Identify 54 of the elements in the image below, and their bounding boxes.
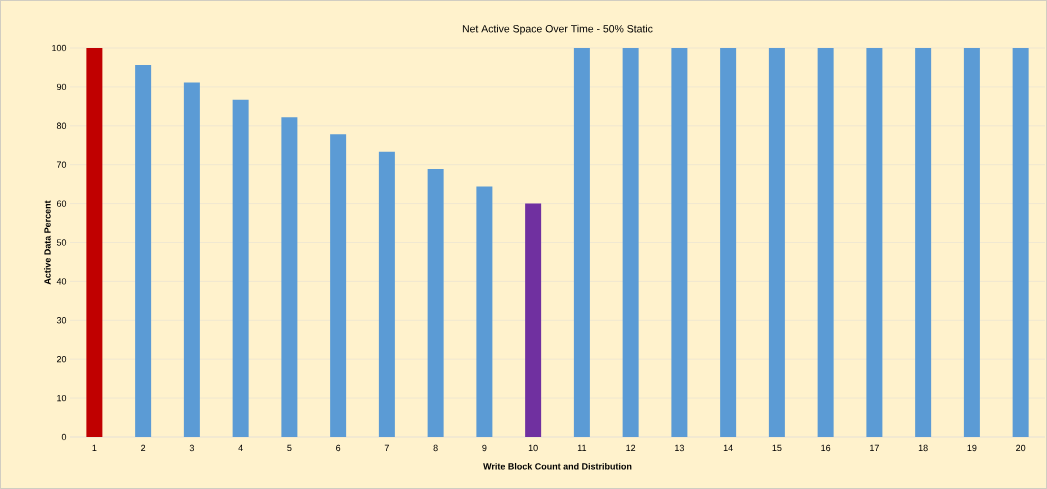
y-axis-title: Active Data Percent xyxy=(44,200,51,285)
y-tick-label: 0 xyxy=(61,433,67,441)
x-tick-label: 2 xyxy=(141,444,146,452)
x-tick-label: 9 xyxy=(482,444,487,452)
y-tick-label: 30 xyxy=(56,317,67,324)
x-axis-title: Write Block Count and Distribution xyxy=(483,462,632,470)
y-tick-label: 20 xyxy=(56,356,67,363)
x-tick-label: 5 xyxy=(287,444,292,452)
x-tick-label: 12 xyxy=(626,444,636,452)
y-tick-label: 100 xyxy=(52,44,67,52)
y-tick-label: 70 xyxy=(56,161,67,168)
y-tick-label: 80 xyxy=(56,122,67,129)
bar xyxy=(476,186,493,437)
bar xyxy=(232,99,249,437)
bar xyxy=(281,117,298,437)
x-tick-label: 18 xyxy=(918,444,928,452)
y-tick-label: 50 xyxy=(56,239,67,246)
bar xyxy=(915,48,932,437)
chart-title: Net Active Space Over Time - 50% Static xyxy=(462,24,653,35)
x-tick-label: 1 xyxy=(92,444,97,451)
x-tick-label: 15 xyxy=(772,444,782,452)
x-tick-label: 20 xyxy=(1016,444,1026,452)
y-tick-label: 60 xyxy=(56,200,67,207)
x-tick-label: 3 xyxy=(189,444,194,452)
bar xyxy=(573,48,590,437)
x-tick-label: 17 xyxy=(870,444,879,451)
bar xyxy=(135,65,152,437)
bar xyxy=(1012,48,1029,437)
bar xyxy=(622,48,639,437)
bar xyxy=(525,203,542,437)
bar xyxy=(963,48,980,437)
bar xyxy=(378,151,395,437)
bar xyxy=(671,48,688,437)
x-tick-label: 4 xyxy=(238,444,243,451)
y-tick-label: 40 xyxy=(56,278,67,285)
x-tick-label: 14 xyxy=(723,444,733,451)
y-tick-label: 90 xyxy=(56,83,67,91)
x-tick-label: 13 xyxy=(675,444,684,452)
bar xyxy=(183,82,200,437)
x-tick-label: 7 xyxy=(384,444,389,451)
bar xyxy=(720,48,737,437)
bar xyxy=(427,168,444,437)
x-tick-label: 8 xyxy=(433,444,438,452)
bar xyxy=(330,134,347,437)
x-tick-label: 19 xyxy=(967,444,977,452)
bar xyxy=(768,48,785,437)
bar xyxy=(86,48,103,437)
y-tick-label: 10 xyxy=(57,394,67,402)
x-tick-label: 10 xyxy=(528,444,538,452)
bar xyxy=(866,48,883,437)
x-tick-label: 16 xyxy=(821,444,831,452)
x-tick-label: 6 xyxy=(336,444,341,452)
bar xyxy=(817,48,834,437)
x-tick-label: 11 xyxy=(577,444,587,451)
